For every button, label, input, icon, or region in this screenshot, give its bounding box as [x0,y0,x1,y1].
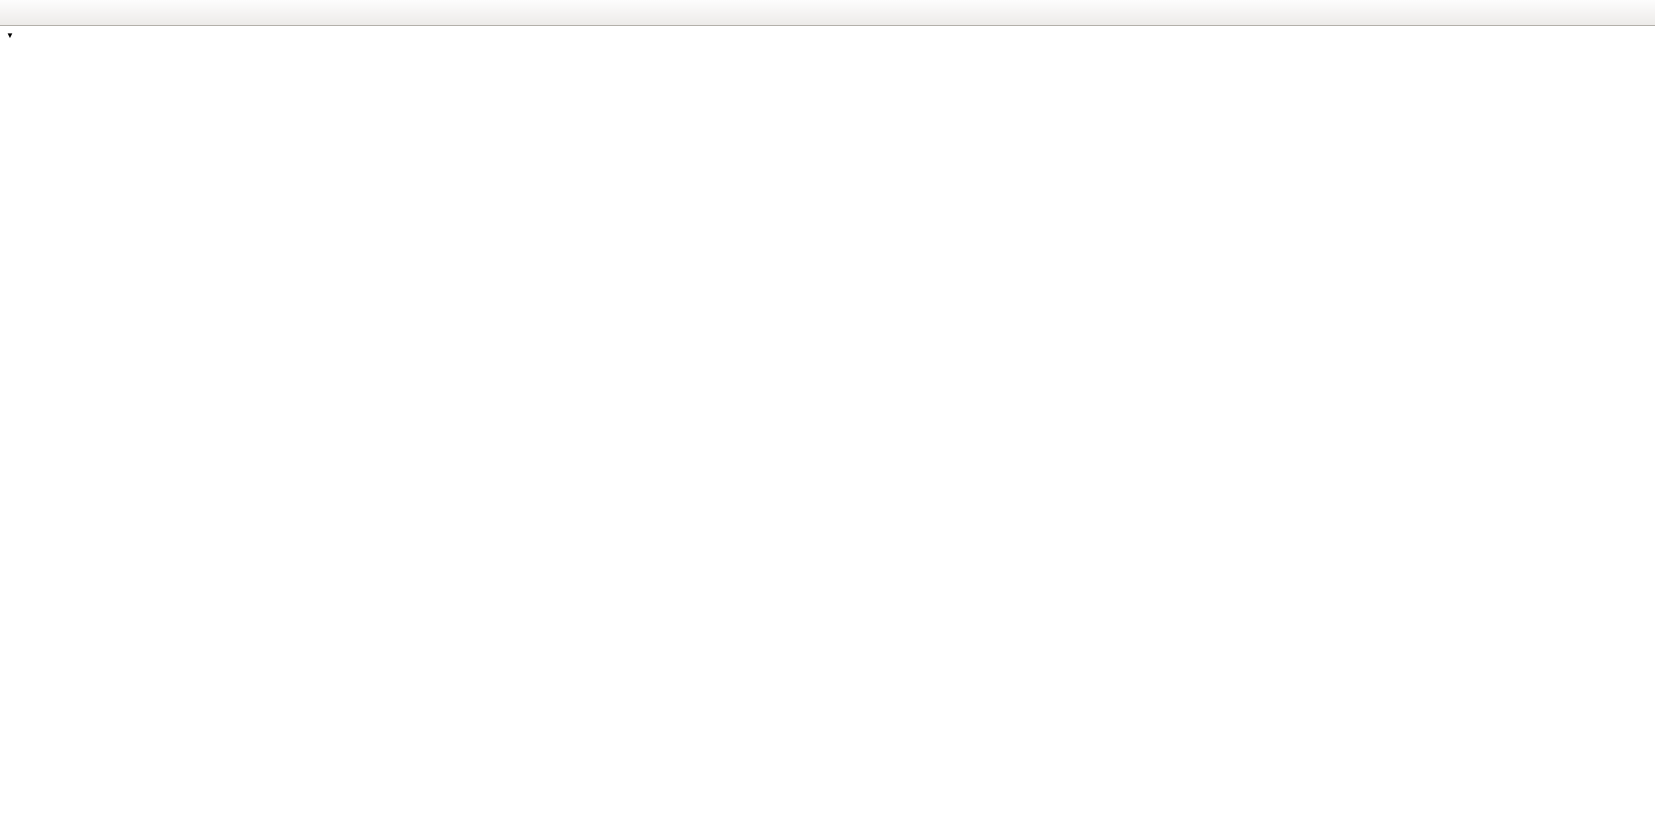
chart-dropdown-icon: ▼ [6,31,14,40]
chart-area: ▼ [0,26,1655,826]
chart-title: ▼ [6,30,14,41]
indicator-overlay [0,26,1655,826]
toolbar [0,0,1655,26]
